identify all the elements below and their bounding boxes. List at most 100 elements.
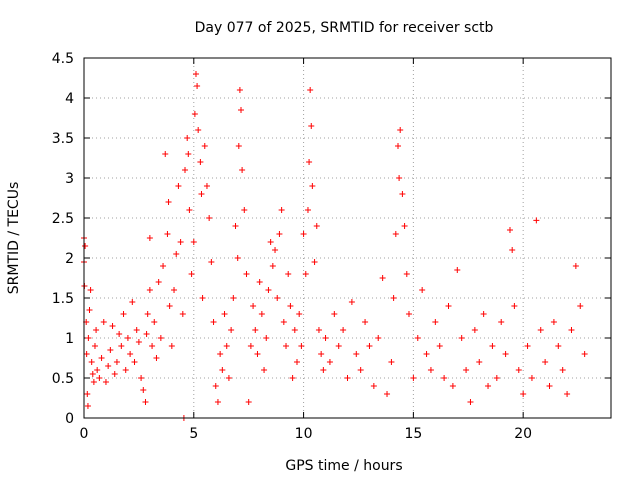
data-point: [133, 327, 140, 333]
data-point: [258, 311, 265, 317]
data-point: [445, 303, 452, 309]
data-point: [274, 295, 281, 301]
data-point: [88, 359, 95, 365]
data-point: [86, 307, 93, 313]
data-point: [509, 247, 516, 253]
axis-ticks: 0 5 10 15 20 0 0.5 1 1.5 2 2.5 3 3.5 4 4.5: [52, 51, 611, 442]
data-point: [276, 231, 283, 237]
data-point: [109, 323, 116, 329]
data-point: [201, 143, 208, 149]
data-point: [485, 383, 492, 389]
data-point: [263, 335, 270, 341]
data-point: [515, 367, 522, 373]
data-point: [93, 327, 100, 333]
data-point: [127, 351, 134, 357]
data-point: [232, 223, 239, 229]
data-point: [208, 259, 215, 265]
data-point: [234, 255, 241, 261]
data-point: [184, 135, 191, 141]
chart-title: Day 077 of 2025, SRMTID for receiver sct…: [195, 20, 494, 36]
data-point: [502, 351, 509, 357]
data-point: [366, 343, 373, 349]
y-tick-label: 1.5: [52, 291, 74, 307]
data-point: [250, 303, 257, 309]
data-point: [160, 263, 167, 269]
data-point: [362, 319, 369, 325]
data-point: [116, 331, 123, 337]
data-point: [113, 359, 120, 365]
data-point: [96, 375, 103, 381]
data-point: [283, 343, 290, 349]
data-point: [238, 107, 245, 113]
data-point: [265, 287, 272, 293]
data-point: [89, 371, 96, 377]
data-point: [511, 303, 518, 309]
data-point: [155, 279, 162, 285]
data-point: [230, 295, 237, 301]
data-point: [142, 399, 149, 405]
data-point: [162, 151, 169, 157]
data-point: [144, 311, 151, 317]
data-point: [212, 383, 219, 389]
data-point: [318, 351, 325, 357]
data-point: [335, 343, 342, 349]
data-point: [395, 143, 402, 149]
data-point: [188, 271, 195, 277]
data-point: [241, 207, 248, 213]
data-point: [107, 347, 114, 353]
data-point: [272, 247, 279, 253]
data-point: [289, 375, 296, 381]
data-point: [375, 335, 382, 341]
data-point: [550, 319, 557, 325]
data-point: [291, 327, 298, 333]
data-point: [203, 183, 210, 189]
y-tick-label: 4.5: [52, 51, 74, 67]
data-point: [307, 87, 314, 93]
data-point: [577, 303, 584, 309]
data-point: [124, 335, 131, 341]
data-point: [168, 343, 175, 349]
data-point: [384, 391, 391, 397]
data-point: [476, 359, 483, 365]
data-point: [223, 343, 230, 349]
data-point: [261, 367, 268, 373]
data-point: [353, 351, 360, 357]
data-point: [392, 231, 399, 237]
data-point: [149, 343, 156, 349]
data-point: [287, 303, 294, 309]
data-point: [568, 327, 575, 333]
data-point: [185, 151, 192, 157]
grid: [84, 58, 611, 418]
x-tick-label: 15: [404, 426, 422, 442]
y-tick-label: 3: [65, 171, 74, 187]
data-point: [221, 311, 228, 317]
data-point: [186, 207, 193, 213]
data-point: [171, 287, 178, 293]
data-point: [84, 391, 91, 397]
data-point: [308, 123, 315, 129]
data-point: [135, 339, 142, 345]
data-point: [572, 263, 579, 269]
data-point: [278, 207, 285, 213]
data-point: [528, 375, 535, 381]
data-point: [340, 327, 347, 333]
data-point: [410, 375, 417, 381]
data-point: [379, 275, 386, 281]
data-point: [285, 271, 292, 277]
x-tick-label: 20: [514, 426, 532, 442]
data-point: [533, 217, 540, 224]
data-point: [129, 299, 136, 305]
data-point: [217, 351, 224, 357]
data-point: [269, 263, 276, 269]
data-point: [84, 403, 91, 409]
data-point: [146, 287, 153, 293]
data-point: [138, 375, 145, 381]
data-point: [98, 355, 105, 361]
x-axis-label: GPS time / hours: [285, 458, 402, 474]
data-point: [197, 159, 204, 165]
data-point: [143, 331, 150, 337]
data-point: [254, 351, 261, 357]
data-point: [419, 287, 426, 293]
data-point: [192, 71, 199, 77]
